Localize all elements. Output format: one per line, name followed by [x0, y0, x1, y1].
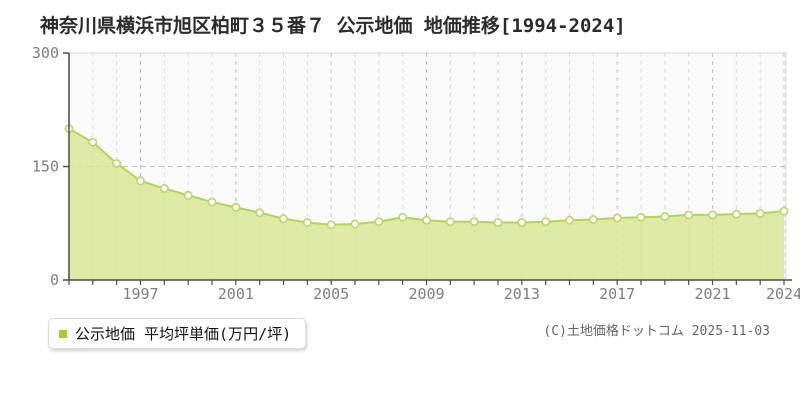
- x-tick-label: 2013: [504, 285, 540, 303]
- legend-swatch-icon: [59, 329, 67, 338]
- data-point-marker: [684, 210, 694, 220]
- chart-title: 神奈川県横浜市旭区柏町３５番７ 公示地価 地価推移[1994-2024]: [40, 15, 626, 37]
- x-tick-label: 2009: [408, 285, 444, 303]
- data-point-marker: [231, 202, 241, 212]
- x-tick-label: 2001: [218, 285, 254, 303]
- data-point-marker: [159, 183, 169, 193]
- data-point-marker: [517, 218, 527, 227]
- data-point-marker: [350, 219, 360, 229]
- data-point-marker: [779, 206, 789, 216]
- data-point-marker: [612, 213, 622, 223]
- data-point-marker: [255, 208, 265, 218]
- data-point-marker: [469, 217, 479, 227]
- data-point-marker: [636, 212, 646, 222]
- data-point-marker: [207, 197, 217, 207]
- data-point-marker: [326, 220, 336, 230]
- data-point-marker: [398, 212, 408, 222]
- area-series: [69, 128, 784, 280]
- data-point-marker: [374, 217, 384, 227]
- data-point-marker: [279, 214, 288, 224]
- data-point-marker: [422, 215, 431, 225]
- x-tick-label: 2024: [766, 285, 800, 303]
- data-point-marker: [755, 208, 765, 218]
- x-tick-label: 2005: [313, 285, 349, 303]
- data-point-marker: [588, 215, 598, 224]
- data-point-marker: [731, 209, 741, 219]
- data-point-marker: [302, 218, 312, 227]
- data-point-marker: [445, 217, 455, 227]
- x-tick-label: 2021: [694, 285, 730, 303]
- legend: 公示地価 平均坪単価(万円/坪): [48, 318, 307, 349]
- data-point-marker: [541, 217, 551, 227]
- data-point-marker: [112, 159, 122, 168]
- y-tick-label: 150: [32, 158, 59, 176]
- copyright-text: (C)土地価格ドットコム 2025-11-03: [543, 324, 770, 339]
- x-tick-label: 1997: [122, 285, 158, 303]
- x-tick-label: 2017: [599, 285, 635, 303]
- data-point-marker: [708, 210, 717, 220]
- legend-label: 公示地価 平均坪単価(万円/坪): [75, 325, 292, 343]
- data-point-marker: [88, 137, 98, 147]
- data-point-marker: [136, 176, 145, 186]
- data-point-marker: [183, 190, 193, 200]
- price-trend-chart: 0 150 300 1997 2001 2005 2009 2013 2017 2021 2024: [32, 44, 800, 303]
- y-tick-label: 300: [32, 44, 59, 62]
- y-tick-label: 0: [50, 271, 59, 289]
- data-point-marker: [660, 211, 670, 221]
- data-point-marker: [493, 218, 503, 227]
- data-point-marker: [565, 215, 574, 225]
